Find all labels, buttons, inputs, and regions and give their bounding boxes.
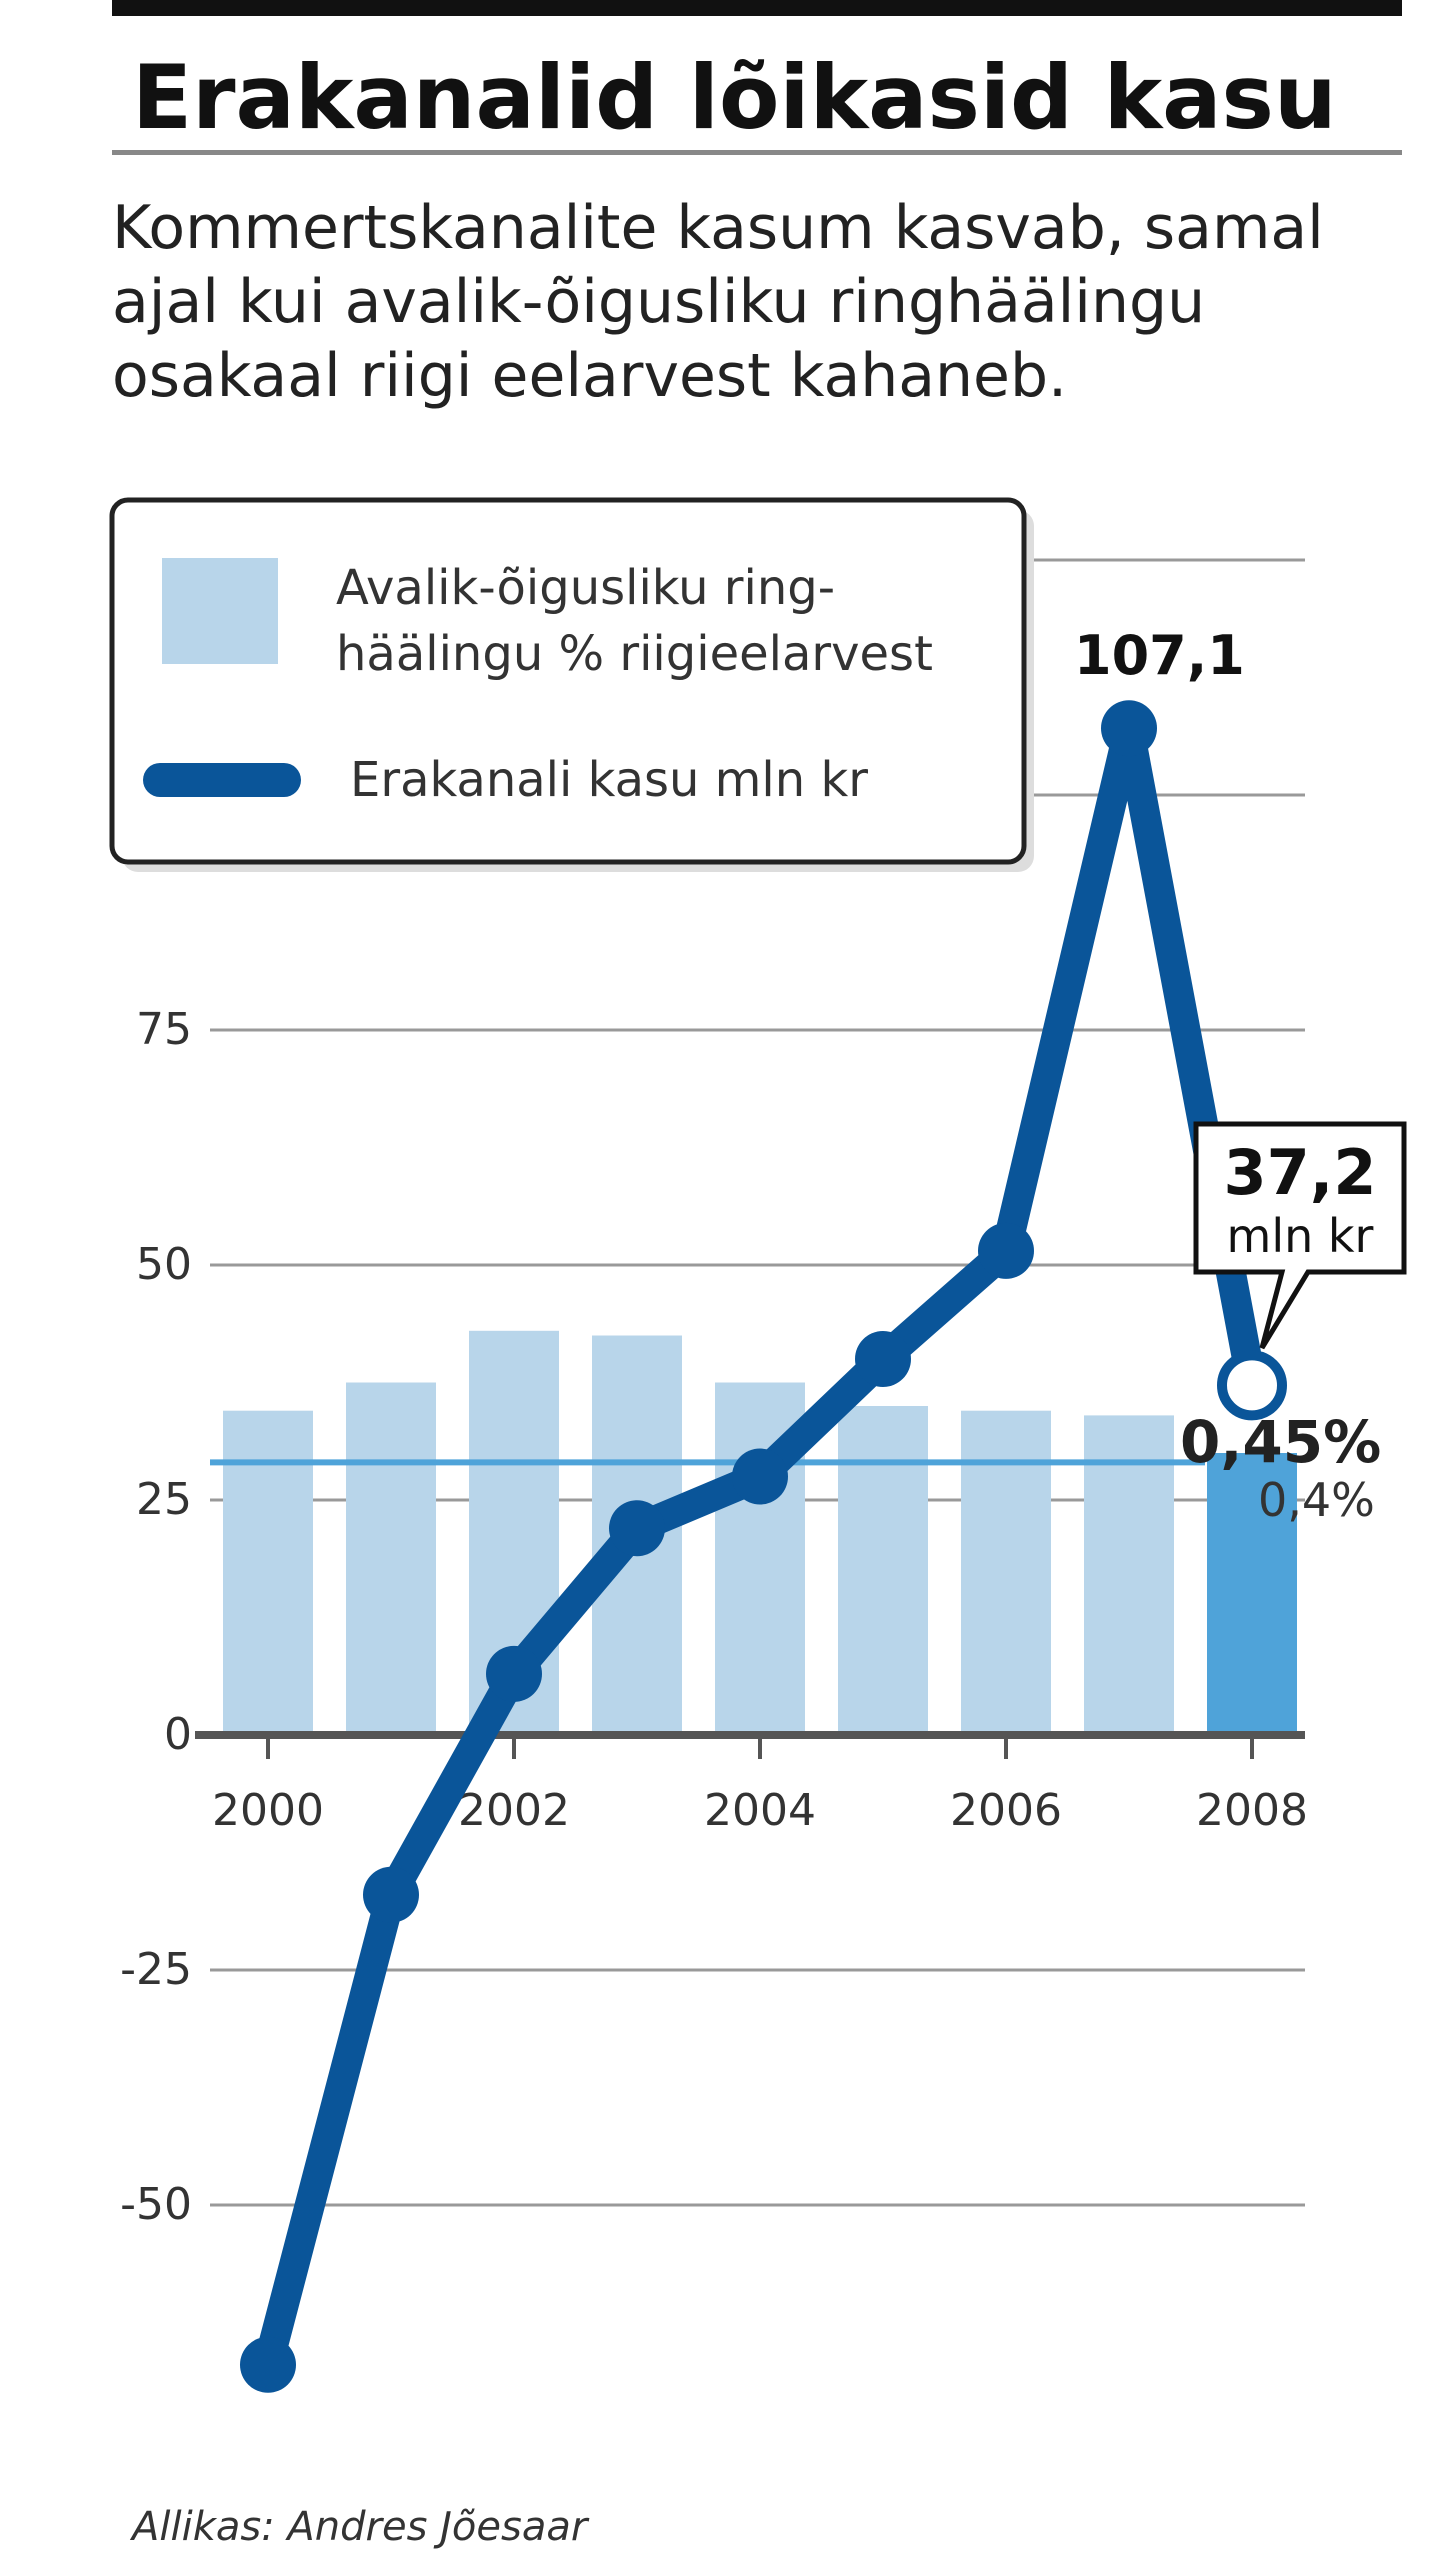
- y-tick-label: 75: [136, 1004, 192, 1055]
- point-2000: [240, 2336, 296, 2393]
- title-rule: [112, 150, 1402, 155]
- y-tick-label: -25: [120, 1944, 192, 1995]
- legend-line-label: Erakanali kasu mln kr: [350, 752, 868, 808]
- bar-2000: [223, 1410, 313, 1735]
- point-2008: [1217, 1350, 1287, 1421]
- x-tick-label: 2002: [458, 1785, 570, 1836]
- callout-bubble: [1193, 1121, 1407, 1350]
- axes: [195, 1731, 1305, 1759]
- top-bar: [112, 0, 1402, 16]
- point-2002: [486, 1645, 542, 1702]
- legend-box: [109, 497, 1027, 865]
- chart-title: Erakanalid lõikasid kasu: [132, 46, 1337, 149]
- bar-2007: [1084, 1415, 1174, 1735]
- x-tick-label: 2008: [1196, 1785, 1308, 1836]
- subtitle-line-2: ajal kui avalik-õigusliku ringhäälingu: [112, 267, 1205, 337]
- x-tick-labels: 2000 2002 2004 2006 2008: [212, 1785, 1308, 1836]
- point-2005: [855, 1331, 911, 1387]
- line-series: [240, 700, 1287, 2393]
- legend-bar-label-1: Avalik-õigusliku ring-: [336, 560, 835, 616]
- pct-label-big: 0,45%: [1180, 1408, 1381, 1476]
- point-2003: [609, 1500, 665, 1557]
- point-2004: [732, 1448, 788, 1505]
- subtitle-line-3: osakaal riigi eelarvest kahaneb.: [112, 341, 1067, 411]
- y-tick-label: -50: [120, 2179, 192, 2230]
- source-note: Allikas: Andres Jõesaar: [129, 2504, 590, 2550]
- x-tick-label: 2006: [950, 1785, 1062, 1836]
- y-tick-labels: -50 -25 0 25 50 75: [120, 1004, 192, 2230]
- subtitle-line-1: Kommertskanalite kasum kasvab, samal: [112, 193, 1324, 263]
- bar-series: [223, 1330, 1297, 1735]
- legend-bar-swatch: [162, 558, 278, 664]
- x-tick-label: 2000: [212, 1785, 324, 1836]
- callout-unit: mln kr: [1227, 1209, 1374, 1263]
- bar-2001: [346, 1382, 436, 1735]
- bar-2006: [961, 1410, 1051, 1735]
- y-tick-label: 50: [136, 1239, 192, 1290]
- point-2001: [363, 1866, 419, 1923]
- y-tick-label: 0: [164, 1709, 192, 1760]
- legend: Avalik-õigusliku ring- häälingu % riigie…: [109, 497, 1034, 872]
- point-2007: [1101, 700, 1157, 757]
- last-value-callout: 37,2 mln kr: [1193, 1121, 1407, 1350]
- x-tick-label: 2004: [704, 1785, 816, 1836]
- pct-label-small: 0,4%: [1258, 1473, 1375, 1527]
- y-tick-label: 25: [136, 1474, 192, 1525]
- point-2006: [978, 1222, 1034, 1279]
- bar-2008: [1207, 1453, 1297, 1735]
- bar-2005: [838, 1406, 928, 1735]
- legend-bar-label-2: häälingu % riigieelarvest: [336, 626, 933, 682]
- peak-value-label: 107,1: [1074, 624, 1245, 687]
- callout-value: 37,2: [1224, 1136, 1377, 1209]
